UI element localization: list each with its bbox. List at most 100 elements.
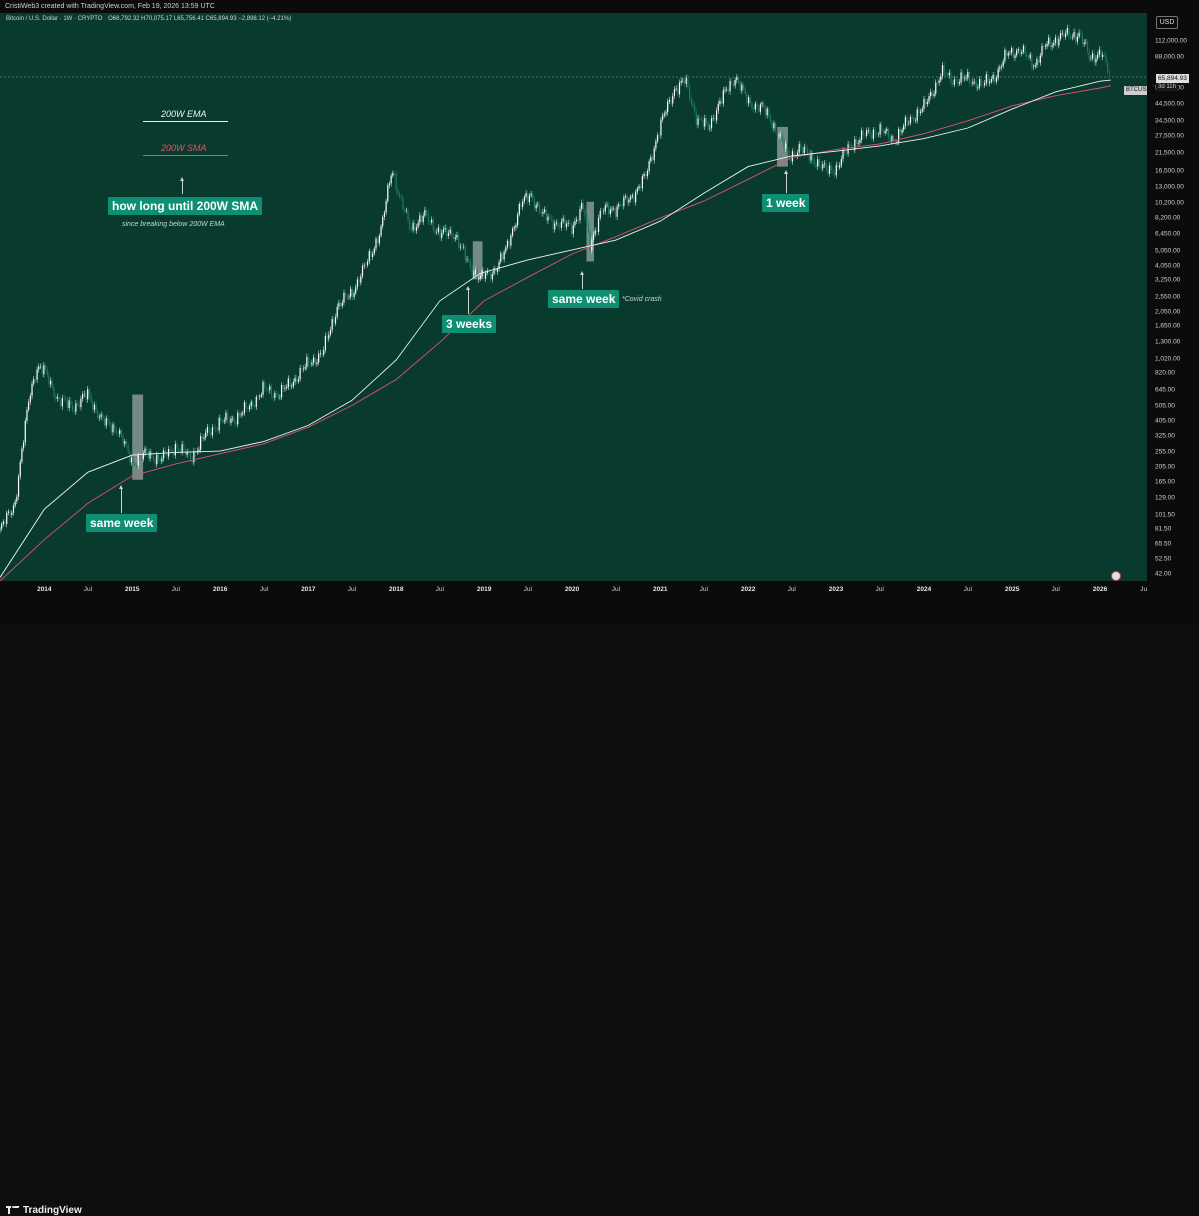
candle-body — [75, 403, 77, 412]
candle-body — [1029, 54, 1031, 59]
candle-body — [646, 170, 649, 177]
candle-body — [275, 393, 278, 394]
candle-body — [294, 377, 296, 382]
candle-body — [653, 148, 655, 161]
candle-body — [43, 365, 45, 375]
candle-body — [1056, 37, 1058, 46]
price-tick-label: 645.00 — [1155, 386, 1175, 394]
candle-body — [877, 134, 880, 135]
chart-plot-area[interactable]: Bitcoin / U.S. Dollar · 1W · CRYPTO O68,… — [0, 13, 1147, 581]
candle-body — [466, 259, 468, 260]
candle-body — [707, 122, 709, 129]
candle-body — [817, 159, 819, 167]
candle-body — [715, 110, 718, 121]
candle-body — [365, 264, 367, 266]
tradingview-brand: TradingView — [23, 1205, 82, 1216]
candle-body — [203, 437, 205, 439]
candle-body — [7, 511, 10, 513]
candle-body — [87, 389, 89, 400]
candle-body — [967, 72, 969, 78]
candle-body — [732, 83, 735, 86]
candle-body — [763, 103, 765, 107]
price-chart-svg[interactable] — [0, 13, 1147, 581]
candle-body — [643, 174, 645, 177]
candle-body — [127, 444, 129, 452]
candle-body — [869, 130, 871, 136]
candle-body — [955, 79, 957, 81]
time-tick-label: Jul — [875, 586, 884, 593]
candle-body — [206, 427, 208, 433]
candle-body — [265, 388, 267, 390]
price-tick-label: 34,500.00 — [1155, 117, 1184, 125]
time-tick-label: Jul — [435, 586, 444, 593]
time-tick-label: 2019 — [476, 586, 492, 593]
price-axis[interactable]: 112,000.0088,000.0056,000.0044,500.0034,… — [1147, 13, 1199, 581]
candle-body — [392, 172, 394, 176]
candle-body — [847, 144, 849, 154]
candle-body — [432, 219, 434, 231]
candle-body — [854, 139, 856, 150]
currency-badge[interactable]: USD — [1156, 16, 1178, 29]
candle-body — [323, 350, 325, 355]
tradingview-logo[interactable]: TradingView — [6, 1205, 82, 1216]
candle-body — [176, 444, 178, 449]
candle-body — [200, 436, 202, 450]
candle-body — [451, 229, 453, 237]
candle-body — [245, 402, 247, 409]
candle-body — [1063, 32, 1065, 38]
candle-body — [680, 81, 682, 83]
candle-body — [766, 108, 768, 116]
candle-body — [302, 368, 305, 370]
candle-body — [1027, 56, 1030, 59]
sma-legend-label: 200W SMA — [161, 143, 207, 153]
candle-body — [830, 165, 832, 171]
candle-body — [314, 357, 316, 365]
candle-body — [414, 222, 416, 231]
candle-body — [579, 208, 581, 221]
candle-body — [879, 124, 881, 135]
candle-body — [628, 199, 630, 203]
candle-body — [339, 302, 342, 307]
time-tick-label: 2017 — [301, 586, 316, 593]
candle-body — [808, 153, 810, 161]
time-tick-label: Jul — [83, 586, 93, 593]
candle-body — [741, 84, 743, 91]
candle-body — [355, 287, 357, 294]
candle-body — [213, 427, 215, 429]
candle-body — [60, 399, 62, 407]
candle-body — [478, 278, 480, 280]
candle-body — [746, 94, 748, 104]
candle-body — [452, 236, 455, 239]
candle-body — [909, 116, 912, 124]
candle-body — [65, 398, 67, 401]
symbol-name: Bitcoin / U.S. Dollar · 1W · CRYPTO — [6, 16, 103, 22]
price-tick-label: 13,000.00 — [1155, 183, 1184, 191]
candle-body — [687, 77, 689, 87]
candle-body — [968, 72, 971, 84]
candle-body — [727, 89, 729, 92]
candle-body — [55, 396, 57, 399]
time-axis[interactable]: 2014 Jul 2015 Jul 2016 Jul 2017 Jul 2018 Jul 2019 J… — [0, 581, 1199, 600]
candle-body — [833, 172, 836, 176]
candle-body — [911, 116, 913, 118]
price-tick-label: 255.00 — [1155, 448, 1175, 456]
candle-body — [422, 215, 424, 222]
candle-body — [1091, 53, 1094, 59]
candle-body — [648, 161, 650, 171]
candle-body — [889, 137, 891, 142]
tag-2020-same-week: same week — [548, 290, 620, 308]
candle-body — [161, 458, 163, 462]
price-tick-label: 505.00 — [1155, 402, 1175, 410]
candle-body — [597, 217, 600, 232]
candle-body — [965, 77, 967, 79]
candle-body — [419, 215, 421, 223]
candle-body — [12, 505, 15, 513]
calendar-icon[interactable] — [1111, 571, 1121, 581]
candle-body — [431, 219, 433, 223]
candle-body — [375, 238, 377, 249]
candle-body — [346, 296, 348, 298]
candle-body — [230, 418, 232, 424]
candle-body — [608, 204, 610, 214]
candle-body — [333, 319, 335, 324]
candle-body — [366, 261, 369, 266]
